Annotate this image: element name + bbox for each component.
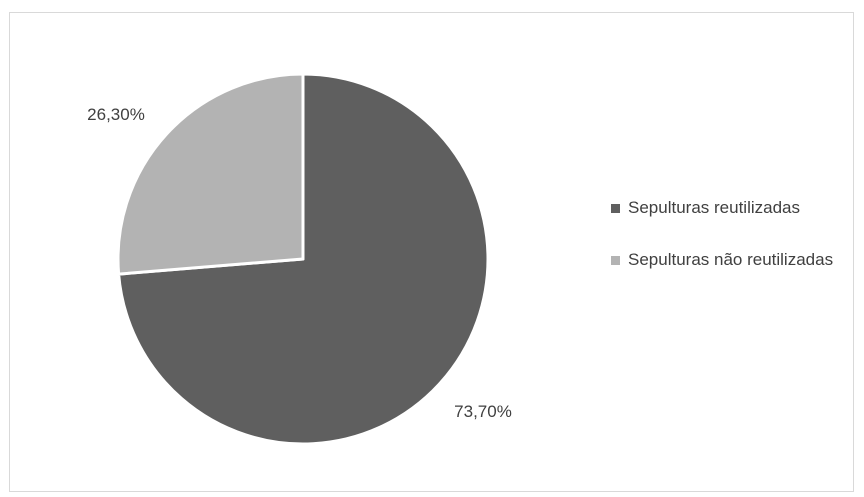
data-label-reused: 73,70% [454, 402, 512, 421]
legend-label-not-reused: Sepulturas não reutilizadas [628, 250, 834, 269]
legend-label-reused: Sepulturas reutilizadas [628, 198, 800, 217]
legend-swatch-reused [611, 204, 620, 213]
legend-swatch-not-reused [611, 256, 620, 265]
pie-data-labels: 73,70% 26,30% [87, 105, 512, 421]
chart-legend: Sepulturas reutilizadas Sepulturas não r… [611, 196, 851, 300]
legend-item-reused: Sepulturas reutilizadas [611, 196, 851, 220]
pie-slice-not-reused [116, 72, 305, 276]
data-label-not-reused: 26,30% [87, 105, 145, 124]
pie-slices [116, 72, 490, 446]
legend-item-not-reused: Sepulturas não reutilizadas [611, 248, 851, 272]
